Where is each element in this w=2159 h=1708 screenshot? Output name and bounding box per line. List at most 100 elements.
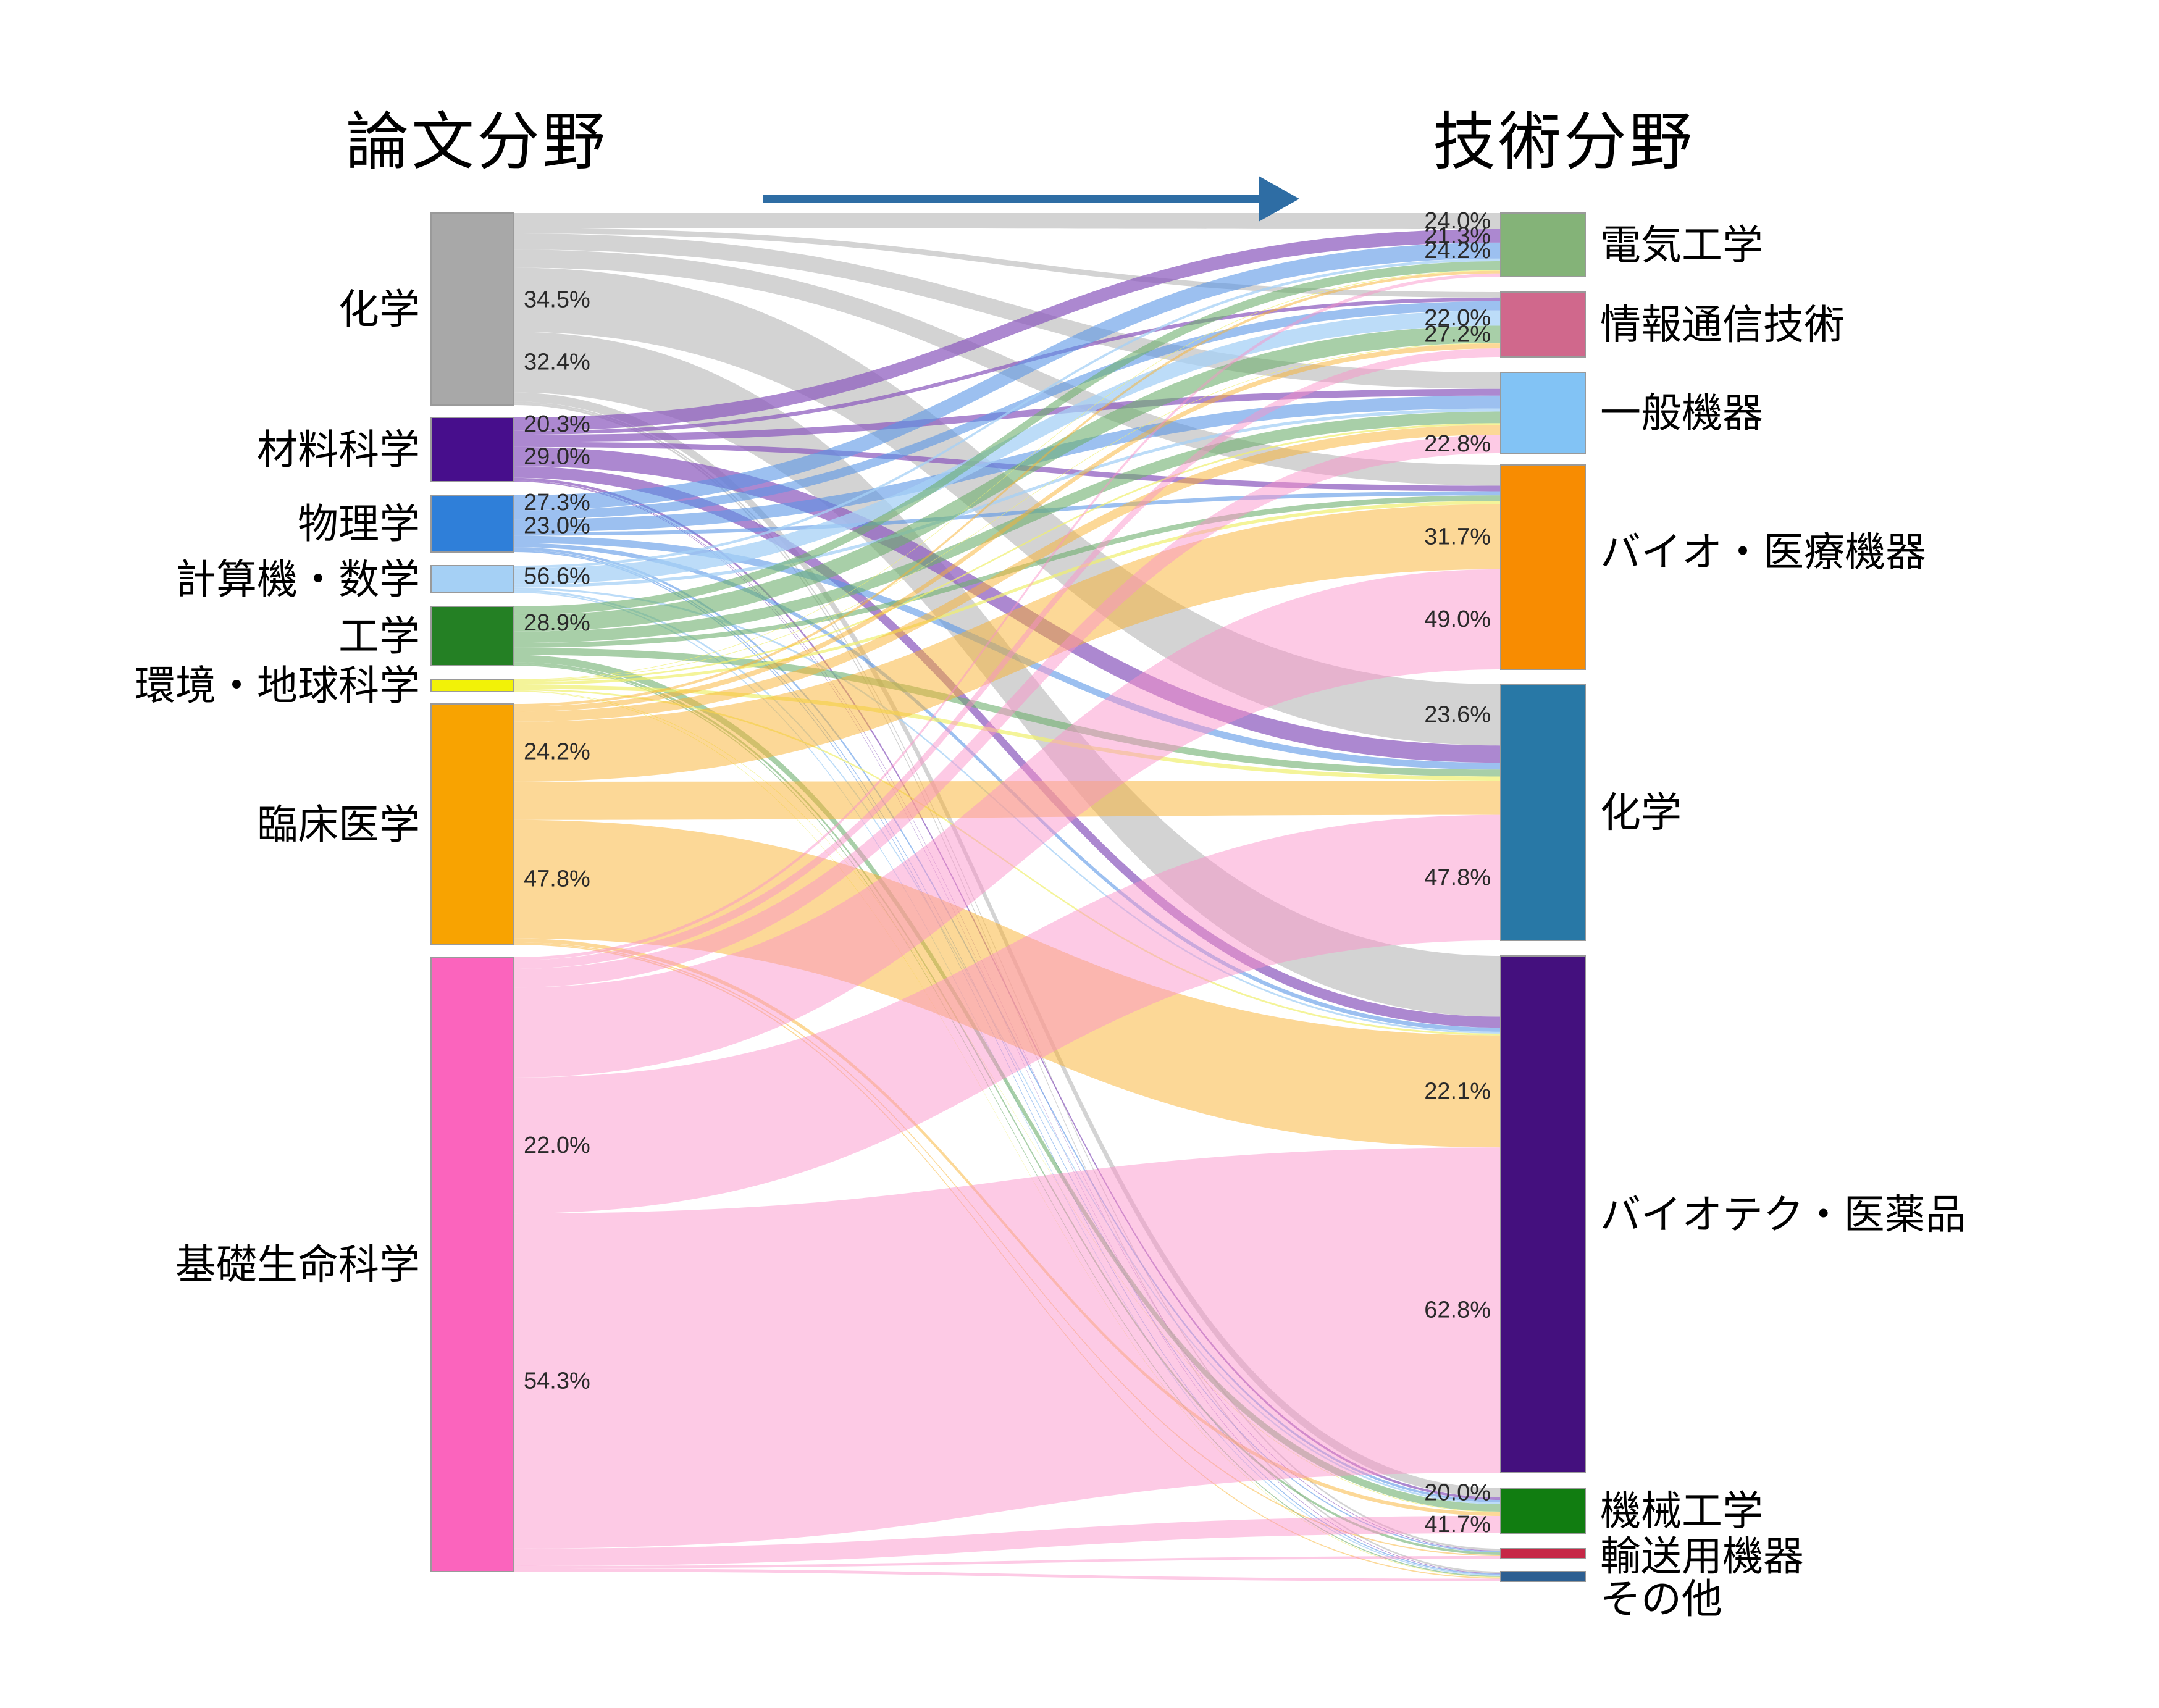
flow-target-percent-2-0: 24.2% bbox=[1424, 238, 1491, 264]
flow-0-4 bbox=[514, 267, 1501, 746]
left-node-0 bbox=[430, 212, 514, 406]
left-node-label-3: 計算機・数学 bbox=[175, 556, 420, 602]
left-node-4 bbox=[430, 606, 514, 666]
left-node-2 bbox=[430, 495, 514, 553]
flow-4-1 bbox=[514, 325, 1501, 632]
flow-6-6 bbox=[514, 938, 1501, 1516]
flow-source-percent-2-2: 23.0% bbox=[524, 513, 590, 538]
left-node-label-5: 環境・地球科学 bbox=[135, 663, 420, 708]
flow-6-3 bbox=[514, 504, 1501, 782]
sankey-links bbox=[514, 213, 1501, 1581]
right-node-0 bbox=[1500, 212, 1586, 277]
right-node-label-8: その他 bbox=[1600, 1576, 1722, 1622]
direction-arrow-head bbox=[1259, 176, 1299, 222]
right-node-3 bbox=[1500, 464, 1586, 670]
flow-3-6 bbox=[514, 589, 1501, 1504]
flow-source-percent-1-4: 29.0% bbox=[524, 443, 590, 469]
left-node-label-0: 化学 bbox=[338, 287, 420, 332]
flow-source-percent-0-4: 34.5% bbox=[524, 287, 590, 312]
flow-3-0 bbox=[514, 258, 1501, 569]
flow-target-percent-7-3: 49.0% bbox=[1424, 606, 1491, 632]
flow-4-8 bbox=[514, 664, 1501, 1577]
flow-4-7 bbox=[514, 662, 1501, 1555]
left-node-label-6: 臨床医学 bbox=[257, 802, 420, 847]
right-node-label-2: 一般機器 bbox=[1600, 390, 1763, 436]
flow-target-percent-0-0: 24.0% bbox=[1424, 208, 1491, 234]
flow-1-2 bbox=[514, 388, 1501, 442]
flow-percent-labels: 24.0% 34.5% 23.6% 32.4% 20.0% 20.3% 21.3% 29.0%… bbox=[524, 208, 1491, 1538]
flow-5-0 bbox=[514, 270, 1501, 680]
right-node-2 bbox=[1500, 372, 1586, 454]
right-node-6 bbox=[1500, 1488, 1586, 1534]
flow-target-percent-7-4: 47.8% bbox=[1424, 864, 1491, 890]
flow-1-5 bbox=[514, 466, 1501, 1028]
flow-6-4 bbox=[514, 780, 1501, 820]
flow-7-8 bbox=[514, 1568, 1501, 1581]
flow-7-2 bbox=[514, 435, 1501, 988]
flow-7-7 bbox=[514, 1556, 1501, 1568]
sankey-nodes bbox=[430, 212, 1586, 1582]
right-node-4 bbox=[1500, 684, 1586, 941]
flow-2-0 bbox=[514, 242, 1501, 511]
right-node-1 bbox=[1500, 291, 1586, 358]
flow-5-3 bbox=[514, 501, 1501, 685]
right-node-5 bbox=[1500, 955, 1586, 1473]
flow-5-6 bbox=[514, 690, 1501, 1512]
right-node-label-0: 電気工学 bbox=[1600, 222, 1763, 268]
flow-2-7 bbox=[514, 550, 1501, 1552]
flow-1-1 bbox=[514, 297, 1501, 435]
flow-2-2 bbox=[514, 395, 1501, 532]
flow-target-percent-7-5: 62.8% bbox=[1424, 1297, 1491, 1323]
flow-5-8 bbox=[514, 691, 1501, 1578]
flow-target-percent-6-5: 22.1% bbox=[1424, 1078, 1491, 1104]
flow-7-1 bbox=[514, 348, 1501, 969]
flow-7-0 bbox=[514, 273, 1501, 961]
right-node-label-7: 輸送用機器 bbox=[1600, 1533, 1804, 1579]
flow-0-2 bbox=[514, 233, 1501, 389]
right-node-label-1: 情報通信技術 bbox=[1600, 302, 1845, 348]
flow-target-percent-4-1: 27.2% bbox=[1424, 321, 1491, 347]
left-node-label-7: 基礎生命科学 bbox=[175, 1242, 420, 1287]
flow-3-1 bbox=[514, 310, 1501, 585]
flow-6-0 bbox=[514, 270, 1501, 707]
flow-target-percent-0-4: 23.6% bbox=[1424, 702, 1491, 728]
flow-6-1 bbox=[514, 343, 1501, 712]
left-node-6 bbox=[430, 703, 514, 945]
right-node-label-3: バイオ・医療機器 bbox=[1600, 529, 1926, 575]
flow-6-8 bbox=[514, 943, 1501, 1579]
flow-source-percent-6-3: 24.2% bbox=[524, 739, 590, 764]
direction-arrow bbox=[763, 176, 1299, 222]
flow-7-3 bbox=[514, 569, 1501, 1078]
left-column-title: 論文分野 bbox=[346, 107, 608, 177]
right-node-7 bbox=[1500, 1548, 1586, 1559]
right-node-label-4: 化学 bbox=[1600, 790, 1682, 835]
flow-3-2 bbox=[514, 408, 1501, 588]
flow-source-percent-2-0: 27.3% bbox=[524, 490, 590, 516]
flow-target-percent-7-2: 22.8% bbox=[1424, 431, 1491, 457]
left-node-5 bbox=[430, 679, 514, 692]
flow-4-6 bbox=[514, 655, 1501, 1512]
left-node-label-1: 材料科学 bbox=[257, 427, 420, 472]
flow-6-5 bbox=[514, 819, 1501, 1148]
flow-0-0 bbox=[514, 213, 1501, 230]
flow-4-4 bbox=[514, 647, 1501, 777]
flow-2-3 bbox=[514, 491, 1501, 536]
flow-7-4 bbox=[514, 814, 1501, 1214]
flow-7-5 bbox=[514, 1147, 1501, 1549]
right-node-label-6: 機械工学 bbox=[1600, 1488, 1763, 1534]
flow-6-2 bbox=[514, 425, 1501, 722]
flow-source-percent-4-1: 28.9% bbox=[524, 610, 590, 636]
left-node-1 bbox=[430, 417, 514, 482]
flow-5-4 bbox=[514, 685, 1501, 781]
flow-target-percent-1-0: 21.3% bbox=[1424, 223, 1491, 249]
left-node-label-2: 物理学 bbox=[298, 501, 420, 546]
flow-2-8 bbox=[514, 551, 1501, 1575]
flow-1-4 bbox=[514, 446, 1501, 763]
left-node-7 bbox=[430, 957, 514, 1572]
right-node-8 bbox=[1500, 1571, 1586, 1582]
flow-5-5 bbox=[514, 689, 1501, 1036]
flow-5-2 bbox=[514, 423, 1501, 682]
flow-source-percent-6-5: 47.8% bbox=[524, 866, 590, 892]
flow-target-percent-0-6: 20.0% bbox=[1424, 1480, 1491, 1506]
